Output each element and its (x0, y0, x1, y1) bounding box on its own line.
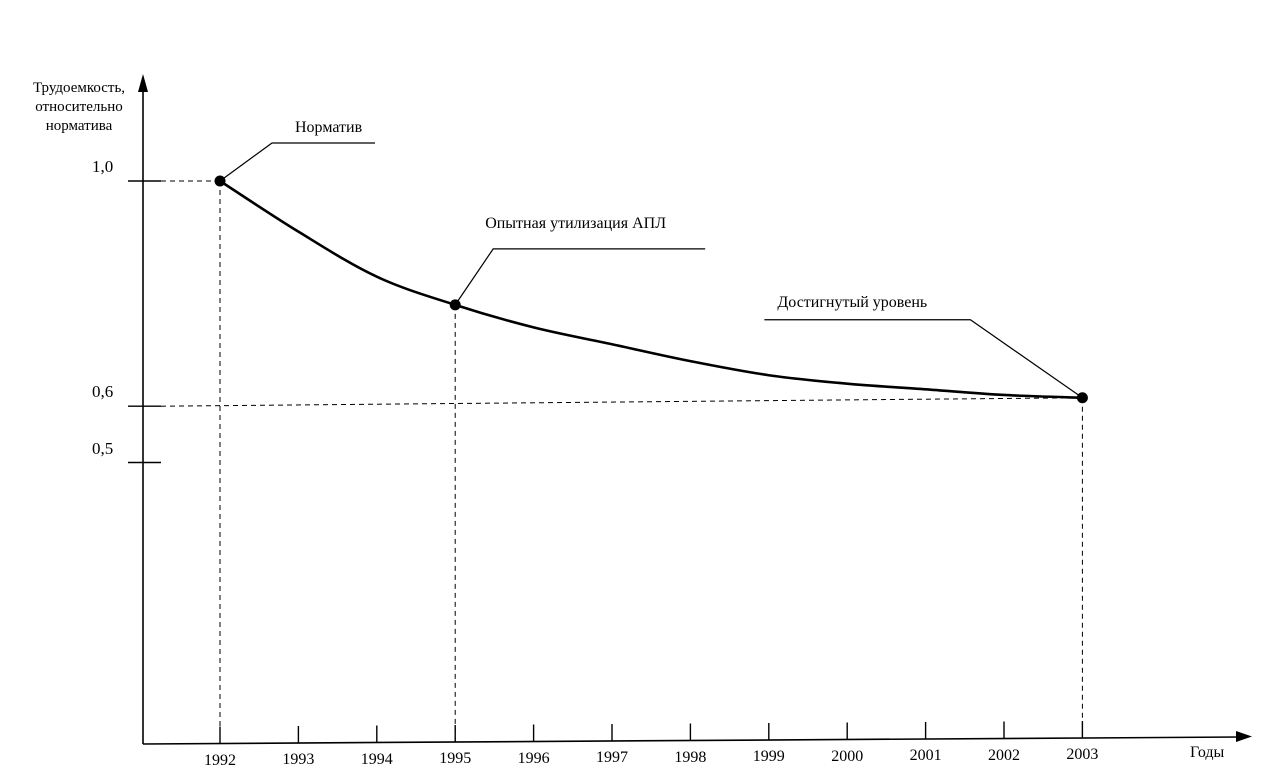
y-axis-label: Трудоемкость, относительно норматива (32, 80, 126, 134)
annotation-label: Норматив (295, 119, 363, 136)
data-point-marker (449, 299, 461, 311)
x-tick-label: 2000 (831, 747, 864, 765)
x-tick-label: 2003 (1066, 746, 1099, 763)
x-axis-arrow (1236, 731, 1252, 742)
x-tick-label: 1994 (360, 750, 393, 768)
annotation-leader-line (454, 248, 706, 306)
x-tick-label: 2002 (988, 746, 1020, 764)
annotation-leader-line (764, 319, 1083, 399)
data-point-marker (214, 175, 226, 187)
x-tick-label: 1992 (204, 751, 236, 769)
annotation-leader-line (219, 142, 375, 182)
y-tick-label: 0,5 (92, 438, 114, 458)
y-tick-label: 0,6 (92, 382, 114, 402)
annotation-label: Достигнутый уровень (777, 293, 928, 311)
horizontal-guide-line (160, 397, 1083, 407)
x-tick-label: 1996 (517, 749, 550, 767)
x-tick-label: 2001 (909, 747, 942, 764)
x-tick-label: 1998 (674, 748, 707, 766)
x-tick-label: 1993 (282, 751, 315, 768)
annotation-label: Опытная утилизация АПЛ (485, 214, 667, 232)
y-axis-arrow (138, 74, 148, 92)
x-tick-label: 1997 (596, 749, 628, 766)
x-tick-label: 1995 (439, 750, 472, 767)
y-tick-label: 1,0 (92, 157, 114, 176)
data-point-marker (1076, 392, 1088, 404)
x-tick-label: 1999 (752, 748, 785, 765)
series-line (219, 179, 1083, 400)
x-axis-line (142, 736, 1241, 745)
x-axis-label: Годы (1190, 744, 1225, 761)
